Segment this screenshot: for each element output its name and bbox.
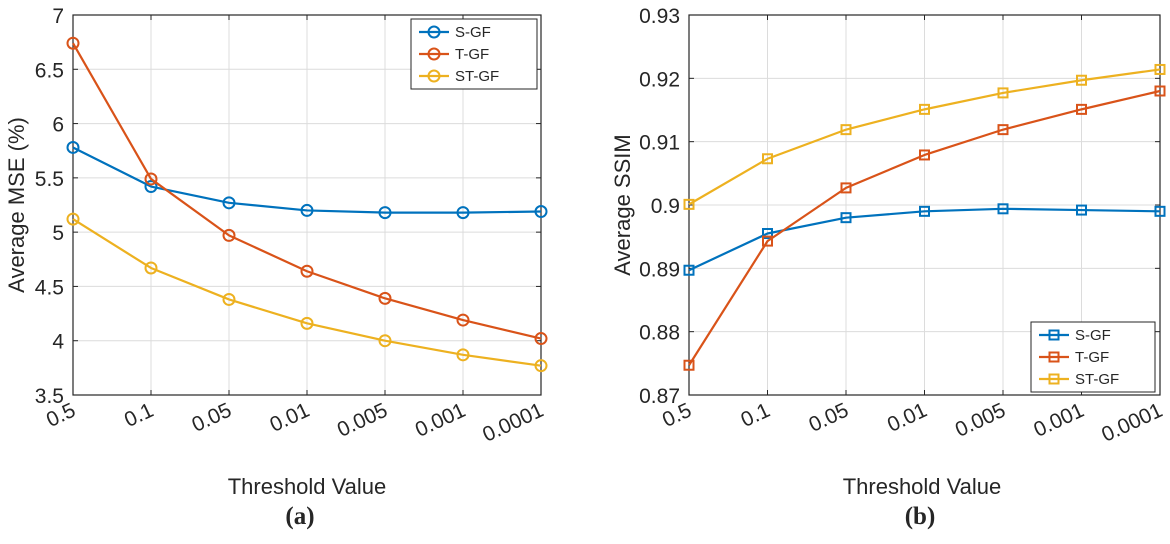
data-point bbox=[456, 313, 470, 327]
y-axis-label: Average MSE (%) bbox=[4, 117, 29, 293]
data-point bbox=[762, 235, 773, 247]
legend-marker bbox=[427, 25, 441, 39]
data-point bbox=[300, 316, 314, 330]
data-point bbox=[683, 264, 695, 276]
y-tick-label: 0.93 bbox=[639, 5, 680, 28]
data-point bbox=[762, 228, 773, 239]
y-tick-label: 0.87 bbox=[639, 385, 680, 408]
series-line-t-gf bbox=[688, 89, 1161, 366]
y-tick-label: 4.5 bbox=[35, 276, 64, 299]
data-point bbox=[919, 149, 930, 161]
legend: S-GF T-GF ST-GF bbox=[410, 18, 538, 90]
series-line-s-gf bbox=[688, 207, 1161, 272]
y-axis-label: Average SSIM bbox=[610, 134, 635, 275]
data-point bbox=[997, 87, 1009, 99]
x-tick-label: 0.05 bbox=[188, 399, 235, 437]
data-point bbox=[919, 103, 930, 115]
x-tick-label: 0.0001 bbox=[1098, 399, 1166, 447]
x-tick-label: 0.05 bbox=[805, 399, 852, 437]
x-tick-label: 0.01 bbox=[266, 399, 313, 437]
data-point bbox=[144, 261, 158, 275]
x-tick-label: 0.005 bbox=[334, 399, 391, 442]
data-point bbox=[378, 334, 392, 348]
data-point bbox=[1076, 74, 1087, 86]
data-point bbox=[222, 228, 236, 242]
data-point bbox=[1076, 103, 1087, 115]
data-point bbox=[378, 291, 392, 305]
y-tick-label: 4 bbox=[52, 331, 64, 354]
x-tick-label: 0.01 bbox=[884, 399, 931, 437]
data-point bbox=[66, 140, 80, 154]
legend-marker bbox=[1048, 351, 1060, 363]
legend-marker bbox=[1048, 373, 1060, 385]
data-point bbox=[1154, 63, 1166, 75]
data-point bbox=[378, 206, 392, 220]
panel-b-ssim-chart: 0.870.880.890.90.910.920.930.5 0.1 0.05 0.0… bbox=[610, 5, 1166, 530]
data-point bbox=[840, 182, 852, 194]
panel-label: (b) bbox=[905, 503, 936, 530]
series-line-s-gf bbox=[72, 146, 542, 214]
x-tick-label: 0.005 bbox=[952, 399, 1009, 442]
x-tick-label: 0.1 bbox=[737, 399, 773, 432]
data-point bbox=[997, 203, 1009, 215]
panel-label: (a) bbox=[285, 503, 314, 530]
x-axis-label: Threshold Value bbox=[843, 474, 1002, 499]
data-point bbox=[840, 212, 852, 224]
y-tick-label: 5.5 bbox=[35, 168, 64, 191]
legend-marker bbox=[427, 47, 441, 61]
data-point bbox=[66, 36, 80, 50]
y-tick-label: 6 bbox=[52, 114, 64, 137]
panel-a-mse-chart: 3.544.555.566.570.5 0.1 0.05 0.01 0.005 0.001… bbox=[4, 5, 548, 530]
y-tick-label: 5 bbox=[52, 222, 64, 245]
data-point bbox=[222, 196, 236, 210]
legend-label: S-GF bbox=[1075, 327, 1111, 344]
y-tick-label: 7 bbox=[52, 5, 64, 28]
y-tick-label: 0.92 bbox=[639, 68, 680, 91]
y-tick-label: 0.89 bbox=[639, 258, 680, 281]
x-axis-label: Threshold Value bbox=[228, 474, 387, 499]
legend-label: S-GF bbox=[455, 24, 491, 41]
data-point bbox=[222, 292, 236, 306]
x-tick-label: 0.001 bbox=[412, 399, 469, 442]
series-line-t-gf bbox=[72, 42, 542, 340]
data-point bbox=[300, 203, 314, 217]
legend-label: ST-GF bbox=[455, 68, 499, 85]
legend: S-GF T-GF ST-GF bbox=[1030, 321, 1156, 393]
data-point bbox=[534, 332, 548, 346]
data-point bbox=[762, 153, 773, 165]
data-point bbox=[683, 198, 695, 210]
x-tick-label: 0.0001 bbox=[479, 399, 547, 447]
series-line-st-gf bbox=[688, 68, 1161, 206]
x-tick-label: 0.1 bbox=[121, 399, 157, 432]
y-tick-label: 0.9 bbox=[651, 195, 680, 218]
data-point bbox=[144, 180, 158, 194]
legend-label: T-GF bbox=[1075, 349, 1109, 366]
legend-label: ST-GF bbox=[1075, 371, 1119, 388]
data-point bbox=[144, 172, 158, 186]
data-point bbox=[840, 124, 852, 136]
x-tick-label: 0.001 bbox=[1030, 399, 1087, 442]
data-point bbox=[300, 264, 314, 278]
data-point bbox=[456, 206, 470, 220]
data-point bbox=[534, 205, 548, 219]
data-point bbox=[997, 124, 1009, 136]
y-tick-label: 3.5 bbox=[35, 385, 64, 408]
data-point bbox=[456, 348, 470, 362]
legend-label: T-GF bbox=[455, 46, 489, 63]
data-point bbox=[66, 212, 80, 226]
data-point bbox=[1154, 85, 1166, 97]
y-tick-label: 0.88 bbox=[639, 322, 680, 345]
data-point bbox=[534, 359, 548, 373]
data-point bbox=[1154, 205, 1166, 217]
data-point bbox=[683, 359, 695, 371]
data-point bbox=[1076, 204, 1087, 216]
data-point bbox=[919, 205, 930, 217]
legend-marker bbox=[1048, 329, 1060, 341]
series-line-st-gf bbox=[72, 218, 542, 367]
legend-marker bbox=[427, 69, 441, 83]
y-tick-label: 0.91 bbox=[639, 132, 680, 155]
y-tick-label: 6.5 bbox=[35, 59, 64, 82]
